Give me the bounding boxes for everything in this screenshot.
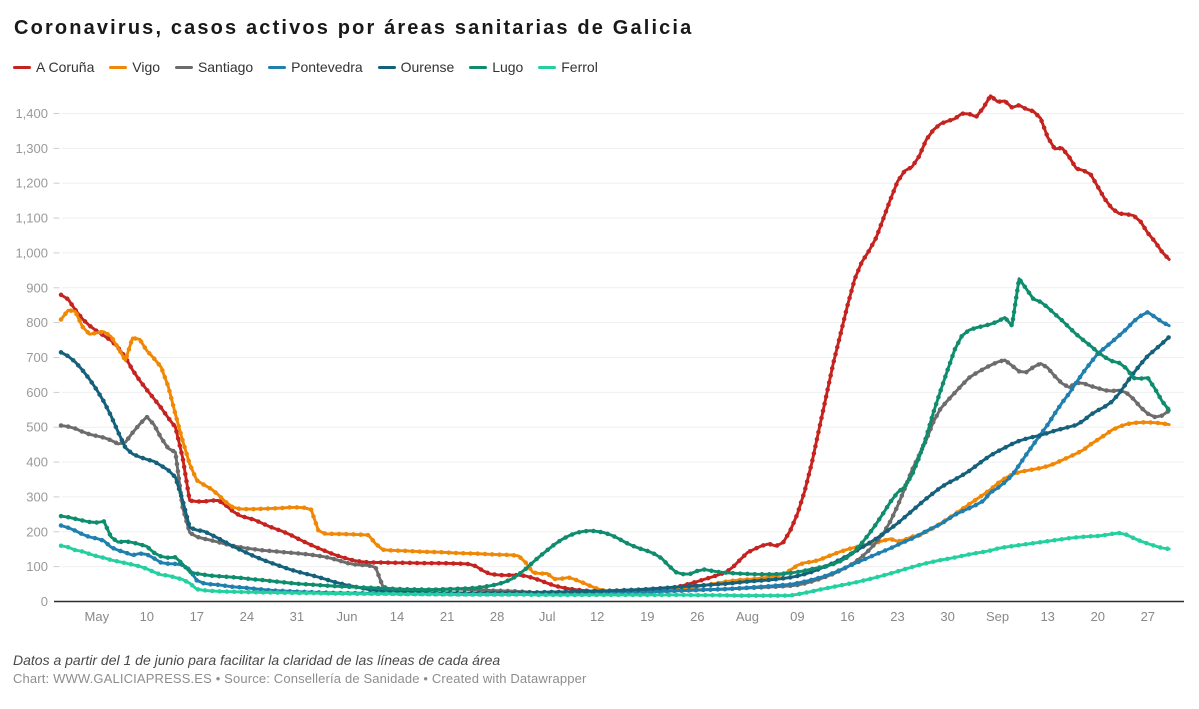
svg-text:300: 300 — [26, 489, 48, 504]
svg-text:21: 21 — [440, 609, 454, 624]
svg-text:May: May — [85, 609, 110, 624]
svg-text:400: 400 — [26, 455, 48, 470]
svg-text:600: 600 — [26, 385, 48, 400]
svg-text:13: 13 — [1040, 609, 1054, 624]
svg-text:800: 800 — [26, 315, 48, 330]
svg-text:27: 27 — [1141, 609, 1155, 624]
svg-text:20: 20 — [1091, 609, 1105, 624]
svg-text:17: 17 — [190, 609, 204, 624]
svg-text:Sep: Sep — [986, 609, 1009, 624]
svg-text:1,100: 1,100 — [15, 211, 48, 226]
svg-text:12: 12 — [590, 609, 604, 624]
svg-text:14: 14 — [390, 609, 404, 624]
svg-text:1,400: 1,400 — [15, 106, 48, 121]
svg-text:23: 23 — [890, 609, 904, 624]
svg-text:700: 700 — [26, 350, 48, 365]
svg-text:Aug: Aug — [736, 609, 759, 624]
svg-text:09: 09 — [790, 609, 804, 624]
svg-text:26: 26 — [690, 609, 704, 624]
svg-text:900: 900 — [26, 280, 48, 295]
svg-text:1,300: 1,300 — [15, 141, 48, 156]
svg-text:30: 30 — [940, 609, 954, 624]
svg-text:500: 500 — [26, 420, 48, 435]
svg-text:Jul: Jul — [539, 609, 556, 624]
svg-text:28: 28 — [490, 609, 504, 624]
svg-text:200: 200 — [26, 524, 48, 539]
svg-text:10: 10 — [140, 609, 154, 624]
svg-text:100: 100 — [26, 559, 48, 574]
svg-text:31: 31 — [290, 609, 304, 624]
svg-text:16: 16 — [840, 609, 854, 624]
svg-text:Jun: Jun — [337, 609, 358, 624]
svg-text:1,200: 1,200 — [15, 176, 48, 191]
svg-text:19: 19 — [640, 609, 654, 624]
svg-text:24: 24 — [240, 609, 254, 624]
svg-text:1,000: 1,000 — [15, 245, 48, 260]
svg-text:0: 0 — [41, 594, 48, 609]
